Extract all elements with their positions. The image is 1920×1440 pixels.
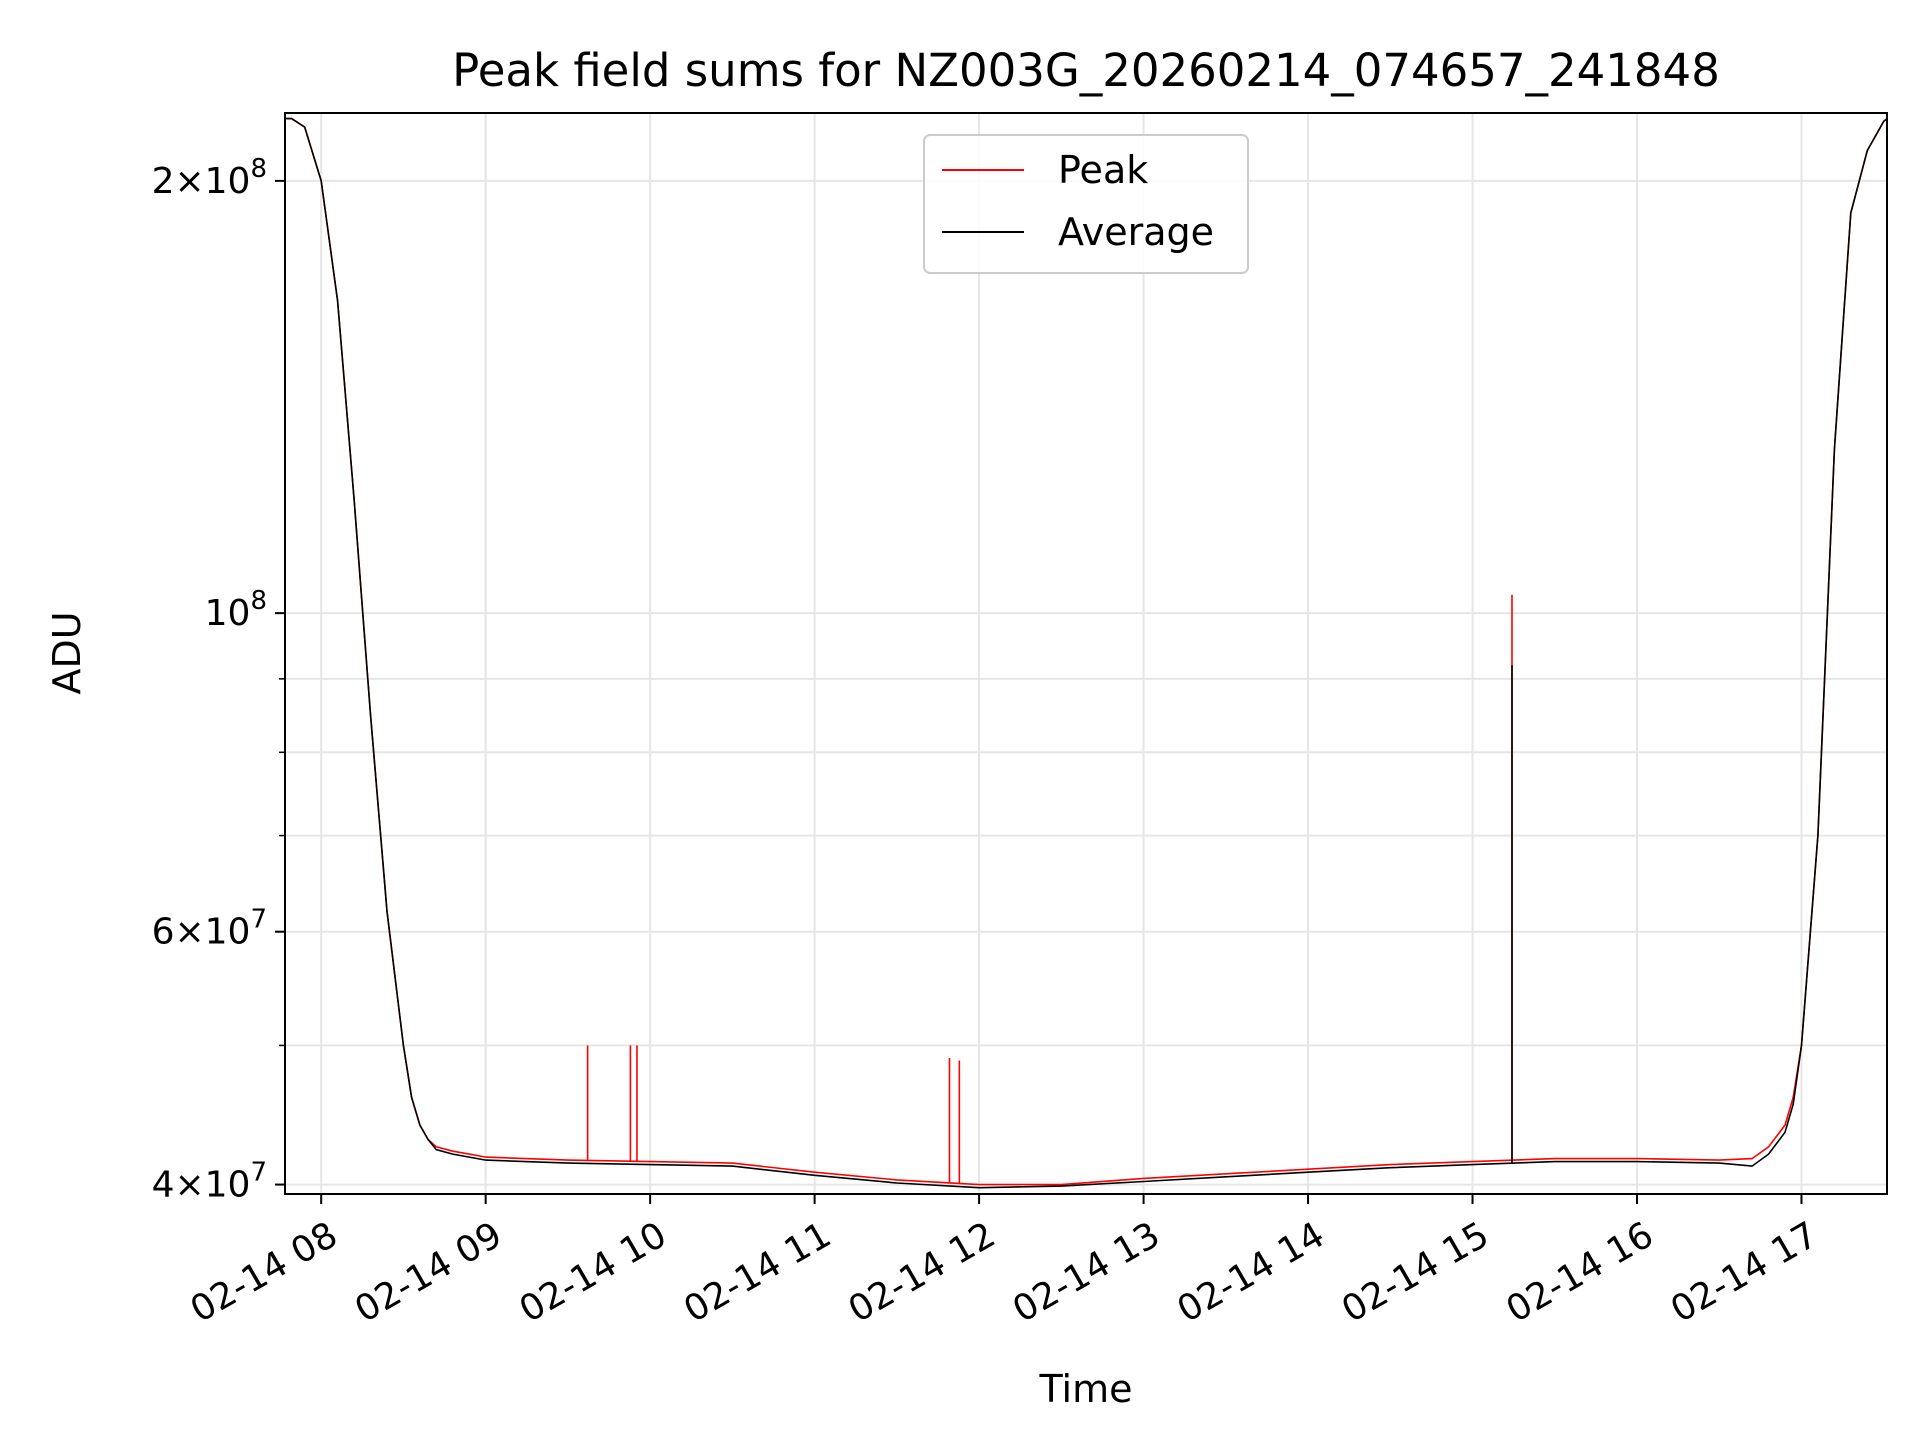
y-tick-exponent: 8 — [250, 154, 267, 184]
y-tick-label: 2×108 — [152, 154, 267, 202]
y-tick-exponent: 7 — [250, 905, 267, 935]
legend-peak-label: Peak — [1058, 148, 1148, 192]
chart-title: Peak field sums for NZ003G_20260214_0746… — [452, 44, 1720, 97]
legend-average-label: Average — [1058, 210, 1214, 254]
y-axis-label: ADU — [45, 611, 89, 694]
axes-frame — [284, 112, 1888, 1195]
y-tick-exponent: 7 — [250, 1158, 267, 1188]
average-series-line — [285, 117, 1887, 1189]
legend: Peak Average — [923, 134, 1249, 274]
y-tick-label: 4×107 — [152, 1158, 267, 1206]
y-tick-base: 2×10 — [152, 161, 251, 202]
y-tick-exponent: 8 — [250, 586, 267, 616]
y-tick-label: 108 — [205, 586, 267, 634]
y-tick-base: 4×10 — [152, 1165, 251, 1206]
y-tick-label: 6×107 — [152, 905, 267, 953]
y-tick-base: 6×10 — [152, 912, 251, 953]
plot-area — [285, 117, 1887, 1189]
x-axis-label: Time — [1039, 1367, 1133, 1411]
y-tick-base: 10 — [205, 593, 251, 634]
